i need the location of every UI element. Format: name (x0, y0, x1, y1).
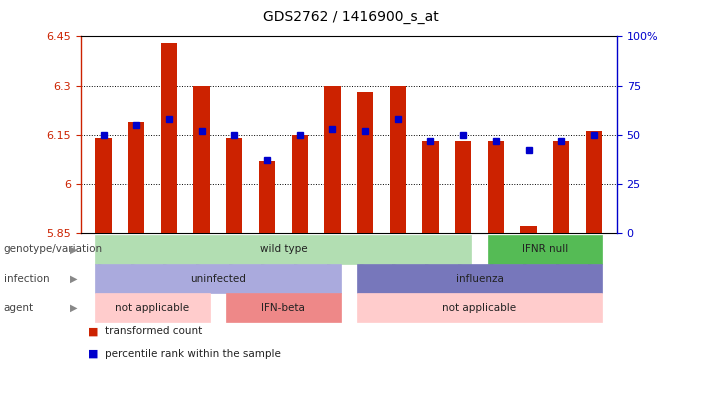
Bar (488, 141, 504, 233)
Text: IFN-beta: IFN-beta (261, 303, 306, 313)
Text: genotype/variation: genotype/variation (4, 245, 102, 254)
Bar (128, 122, 144, 233)
Bar (325, 85, 341, 233)
Text: transformed count: transformed count (105, 326, 203, 337)
Text: ■: ■ (88, 326, 98, 337)
Bar (292, 135, 308, 233)
Text: agent: agent (4, 303, 34, 313)
Bar (226, 138, 243, 233)
Text: wild type: wild type (259, 245, 307, 254)
Bar (520, 226, 537, 233)
Bar (390, 85, 406, 233)
Text: influenza: influenza (456, 274, 503, 284)
Text: infection: infection (4, 274, 49, 284)
Text: percentile rank within the sample: percentile rank within the sample (105, 349, 281, 359)
Text: not applicable: not applicable (442, 303, 517, 313)
Text: GDS2762 / 1416900_s_at: GDS2762 / 1416900_s_at (263, 10, 438, 24)
Bar (161, 43, 177, 233)
Bar (455, 141, 471, 233)
Bar (259, 161, 275, 233)
Text: ▶: ▶ (69, 245, 77, 254)
Bar (193, 85, 210, 233)
Text: ▶: ▶ (69, 274, 77, 284)
Bar (95, 138, 111, 233)
Text: IFNR null: IFNR null (522, 245, 568, 254)
Bar (422, 141, 439, 233)
Text: ▶: ▶ (69, 303, 77, 313)
Bar (586, 131, 602, 233)
Text: not applicable: not applicable (116, 303, 189, 313)
Bar (357, 92, 373, 233)
Text: ■: ■ (88, 349, 98, 359)
Text: uninfected: uninfected (190, 274, 246, 284)
Bar (553, 141, 569, 233)
